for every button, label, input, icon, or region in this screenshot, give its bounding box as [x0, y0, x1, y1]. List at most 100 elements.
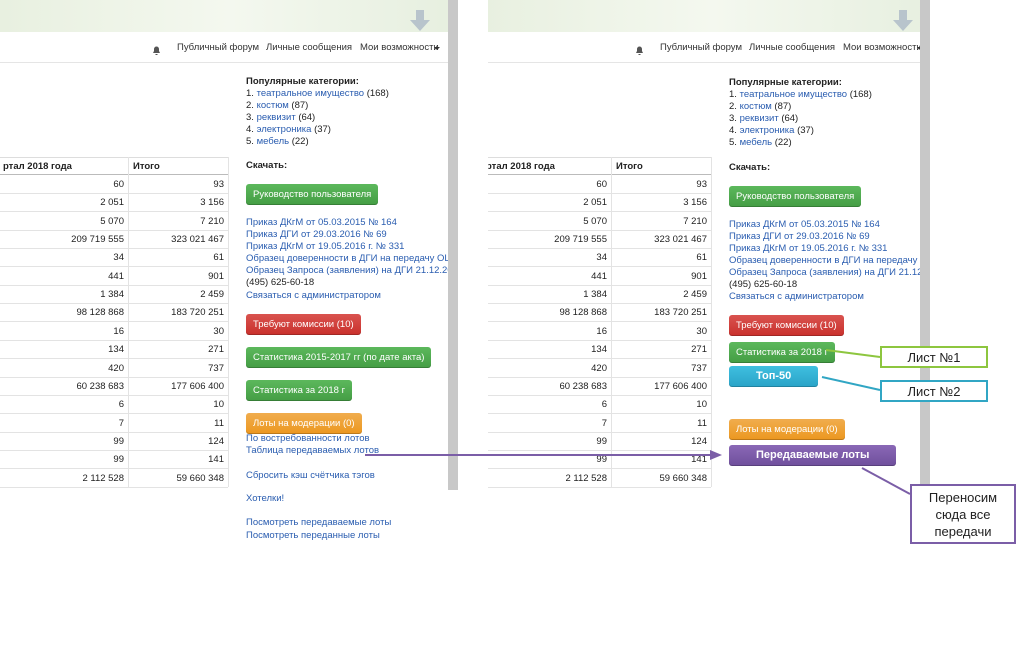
table-header: ртал 2018 года [0, 157, 128, 175]
nav-link[interactable]: Личные сообщения [266, 42, 353, 53]
category-link[interactable]: мебель [256, 136, 290, 147]
category-item: 3. реквизит (64) [246, 112, 315, 124]
table-cell: 2 112 528 [0, 470, 128, 488]
category-item: 5. мебель (22) [246, 136, 309, 148]
category-item: 5. мебель (22) [729, 137, 792, 149]
table-cell: 124 [611, 433, 711, 451]
table-header: Итого [611, 157, 711, 175]
category-count: (64) [298, 112, 316, 123]
table-cell: 177 606 400 [128, 378, 228, 396]
section-heading: Скачать: [246, 160, 288, 171]
category-count: (168) [366, 88, 389, 99]
link[interactable]: Приказ ДКгМ от 05.03.2015 № 164 [729, 219, 880, 230]
category-count: (37) [797, 125, 814, 136]
nav-link[interactable]: Личные сообщения [749, 42, 836, 53]
table-cell: 441 [0, 268, 128, 286]
table-cell: 1 384 [488, 286, 611, 305]
table-cell: 901 [128, 268, 228, 286]
category-number: 3. [246, 112, 254, 123]
text: (495) 625-60-18 [246, 277, 315, 288]
category-item: 2. костюм (87) [246, 100, 308, 112]
column-divider [228, 157, 229, 487]
browser-panel: Публичный форум Личные сообщения Мои возмо… [0, 0, 458, 550]
button[interactable]: Лоты на модерации (0) [246, 413, 362, 434]
link[interactable]: Связаться с администратором [246, 290, 381, 301]
scrollbar [920, 0, 930, 490]
button[interactable]: Руководство пользователя [729, 186, 862, 207]
table-cell: 99 [0, 433, 128, 451]
table-cell: 737 [128, 360, 228, 378]
link[interactable]: Посмотреть передаваемые лоты [246, 517, 392, 528]
button[interactable]: Лоты на модерации (0) [729, 419, 845, 440]
table-cell: 7 [0, 415, 128, 433]
table-cell: 183 720 251 [128, 304, 228, 323]
category-link[interactable]: электроника [739, 125, 795, 136]
nav-link[interactable]: Публичный форум [177, 42, 259, 53]
category-link[interactable]: театральное имущество [739, 89, 848, 100]
table-cell: 177 606 400 [611, 378, 711, 396]
browser-panel: Публичный форум Личные сообщения Мои возмо… [488, 0, 930, 550]
category-item: 4. электроника (37) [729, 125, 814, 137]
category-link[interactable]: электроника [256, 124, 312, 135]
categories-heading: Популярные категории: [246, 76, 359, 87]
category-item: 3. реквизит (64) [729, 113, 798, 125]
button[interactable]: Статистика за 2018 г [729, 342, 836, 363]
category-link[interactable]: реквизит [739, 113, 779, 124]
link[interactable]: Хотелки! [246, 493, 285, 504]
category-number: 4. [729, 125, 737, 136]
logo-arrow [891, 10, 915, 32]
category-count: (22) [774, 137, 792, 148]
table-cell: 7 [488, 415, 611, 433]
bell-icon [152, 42, 161, 55]
button[interactable]: Требуют комиссии (10) [729, 315, 844, 336]
table-cell: 901 [611, 268, 711, 286]
table-cell: 3 156 [128, 194, 228, 213]
table-cell: 141 [128, 451, 228, 470]
button[interactable]: Передаваемые лоты [729, 445, 897, 466]
category-link[interactable]: реквизит [256, 112, 296, 123]
callout: Лист №2 [880, 380, 988, 402]
category-number: 2. [246, 100, 254, 111]
page-content: Публичный форум Личные сообщения Мои возмо… [488, 0, 930, 550]
button[interactable]: Руководство пользователя [246, 184, 379, 205]
table-cell: 183 720 251 [611, 304, 711, 323]
link[interactable]: Образец доверенности в ДГИ на передачу О… [246, 253, 458, 264]
table-cell: 5 070 [488, 213, 611, 231]
link[interactable]: Сбросить кэш счётчика тэгов [246, 470, 375, 481]
category-number: 5. [246, 136, 254, 147]
button[interactable]: Статистика 2015-2017 гг (по дате акта) [246, 347, 432, 368]
nav-link[interactable]: Мои возможности [843, 42, 922, 53]
link[interactable]: Посмотреть переданные лоты [246, 530, 380, 541]
table-cell: 99 [488, 433, 611, 451]
table-cell: 99 [488, 451, 611, 470]
link[interactable]: По востребованности лотов [246, 433, 370, 444]
link[interactable]: Образец доверенности в ДГИ на передачу О… [729, 255, 930, 266]
link[interactable]: Приказ ДКгМ от 05.03.2015 № 164 [246, 217, 397, 228]
category-link[interactable]: костюм [739, 101, 772, 112]
table-header: ртал 2018 года [488, 157, 611, 175]
link[interactable]: Приказ ДГИ от 29.03.2016 № 69 [729, 231, 870, 242]
link[interactable]: Таблица передаваемых лотов [246, 445, 380, 456]
category-link[interactable]: костюм [256, 100, 289, 111]
button[interactable]: Требуют комиссии (10) [246, 314, 361, 335]
table-cell: 11 [128, 415, 228, 433]
button[interactable]: Статистика за 2018 г [246, 380, 353, 401]
header-band [488, 0, 930, 32]
link[interactable]: Связаться с администратором [729, 291, 864, 302]
button[interactable]: Топ-50 [729, 366, 819, 387]
category-link[interactable]: театральное имущество [256, 88, 365, 99]
table-cell: 99 [0, 451, 128, 470]
link[interactable]: Приказ ДКгМ от 19.05.2016 г. № 331 [246, 241, 405, 252]
dropdown-caret [434, 47, 440, 50]
table-cell: 2 459 [611, 286, 711, 305]
table-header: Итого [128, 157, 228, 175]
link[interactable]: Образец Запроса (заявления) на ДГИ 21.12… [729, 267, 930, 278]
nav-bar [488, 32, 930, 63]
category-link[interactable]: мебель [739, 137, 773, 148]
nav-link[interactable]: Мои возможности [360, 42, 439, 53]
link[interactable]: Приказ ДГИ от 29.03.2016 № 69 [246, 229, 387, 240]
nav-link[interactable]: Публичный форум [660, 42, 742, 53]
table-cell: 59 660 348 [128, 470, 228, 488]
link[interactable]: Приказ ДКгМ от 19.05.2016 г. № 331 [729, 243, 888, 254]
link[interactable]: Образец Запроса (заявления) на ДГИ 21.12… [246, 265, 458, 276]
